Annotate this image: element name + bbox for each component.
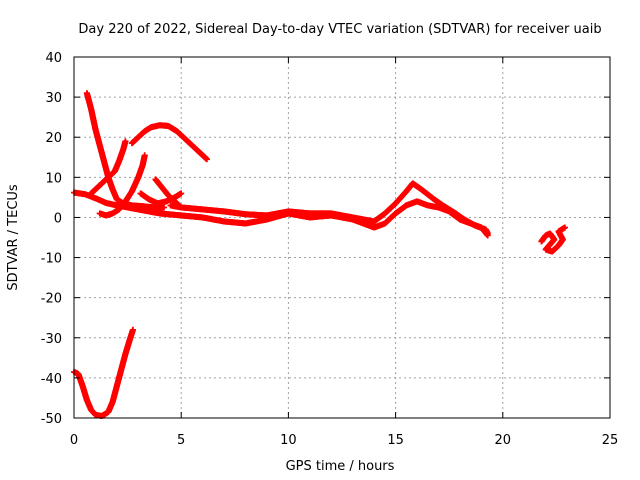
plot-frame <box>73 56 611 419</box>
x-tick-label: 15 <box>387 433 404 448</box>
y-axis-label: SDTVAR / TECUs <box>6 184 21 291</box>
y-tick-label: 30 <box>45 91 62 106</box>
chart-title: Day 220 of 2022, Sidereal Day-to-day VTE… <box>78 22 601 37</box>
y-tick-label: 10 <box>45 171 62 186</box>
data-point <box>484 230 491 237</box>
y-tick-label: 40 <box>45 51 62 66</box>
x-tick-label: 0 <box>70 433 78 448</box>
series-arc-short-b <box>152 176 185 211</box>
x-tick-label: 10 <box>280 433 297 448</box>
y-tick-label: 0 <box>54 211 62 226</box>
series-arc-short-a <box>137 190 185 207</box>
x-tick-label: 5 <box>177 433 185 448</box>
y-tick-label: 20 <box>45 131 62 146</box>
data-point <box>561 224 568 231</box>
grid <box>74 57 610 418</box>
data-point <box>122 138 129 145</box>
x-axis-label: GPS time / hours <box>286 459 395 474</box>
data-point <box>178 204 185 211</box>
y-tick-label: -10 <box>41 252 62 267</box>
series-arc-deep <box>71 326 136 419</box>
x-tick-label: 25 <box>602 433 619 448</box>
y-tick-label: -30 <box>41 332 62 347</box>
y-tick-label: -20 <box>41 292 62 307</box>
data-point <box>178 190 185 197</box>
series-arc-rising-b <box>96 152 148 219</box>
data-point <box>161 204 168 211</box>
y-tick-label: -50 <box>41 412 62 427</box>
plot-points <box>71 90 568 419</box>
y-tick-label: -40 <box>41 372 62 387</box>
series-arc-main-upper <box>167 180 491 237</box>
ticks: 0 5 10 15 20 25 -50 -40 -30 -20 -10 0 10 20 30 40 <box>41 51 619 448</box>
series-arc-late <box>538 224 568 255</box>
data-point <box>141 152 148 159</box>
data-point <box>203 156 210 163</box>
series-arc-rising-a <box>88 138 129 197</box>
x-tick-label: 20 <box>495 433 512 448</box>
series-arc-hump <box>128 122 210 163</box>
data-point <box>129 326 136 333</box>
